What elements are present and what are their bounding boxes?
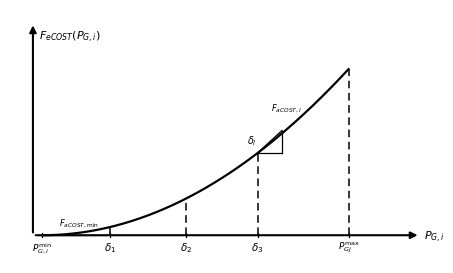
- Text: $\delta_2$: $\delta_2$: [180, 241, 192, 255]
- Text: $\delta_l$: $\delta_l$: [247, 134, 257, 148]
- Text: $P_{G,i}$: $P_{G,i}$: [424, 230, 445, 245]
- Text: $F_{aCOST,\min}$: $F_{aCOST,\min}$: [58, 218, 99, 230]
- Text: $\delta_1$: $\delta_1$: [104, 241, 116, 255]
- Text: $P_{Gj}^{\mathrm{max}}$: $P_{Gj}^{\mathrm{max}}$: [337, 241, 359, 255]
- Text: $F_{eCOST}(P_{G,i})$: $F_{eCOST}(P_{G,i})$: [39, 29, 101, 44]
- Text: $\delta_3$: $\delta_3$: [251, 241, 264, 255]
- Text: $P_{G,i}^{\mathrm{min}}$: $P_{G,i}^{\mathrm{min}}$: [32, 241, 52, 256]
- Text: $F_{aCOST,l}$: $F_{aCOST,l}$: [270, 103, 302, 115]
